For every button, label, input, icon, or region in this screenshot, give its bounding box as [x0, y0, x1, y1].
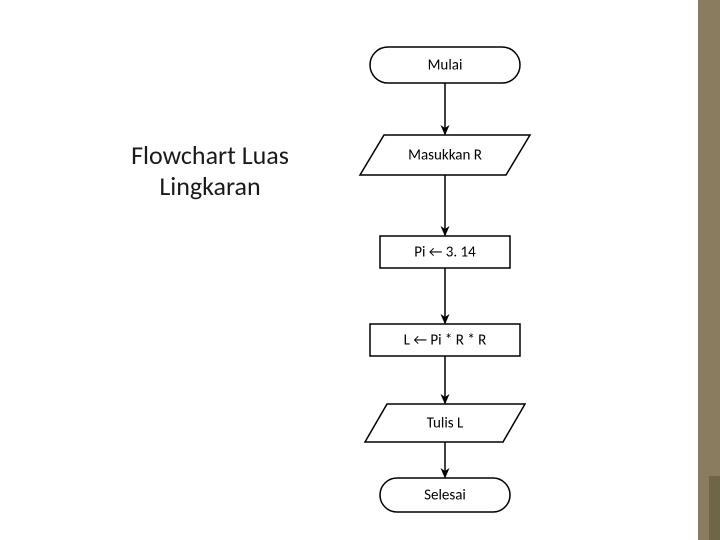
node-label-start: Mulai	[428, 57, 463, 75]
flowchart-canvas: Mulai Masukkan R Pi ← 3. 14 L ← Pi * R * R T…	[0, 0, 720, 540]
node-label-proc1: Pi ← 3. 14	[414, 244, 476, 262]
node-label-end: Selesai	[424, 487, 466, 505]
node-label-output: Tulis L	[427, 415, 464, 433]
node-label-input: Masukkan R	[408, 147, 482, 165]
node-label-proc2: L ← Pi * R * R	[404, 332, 487, 350]
